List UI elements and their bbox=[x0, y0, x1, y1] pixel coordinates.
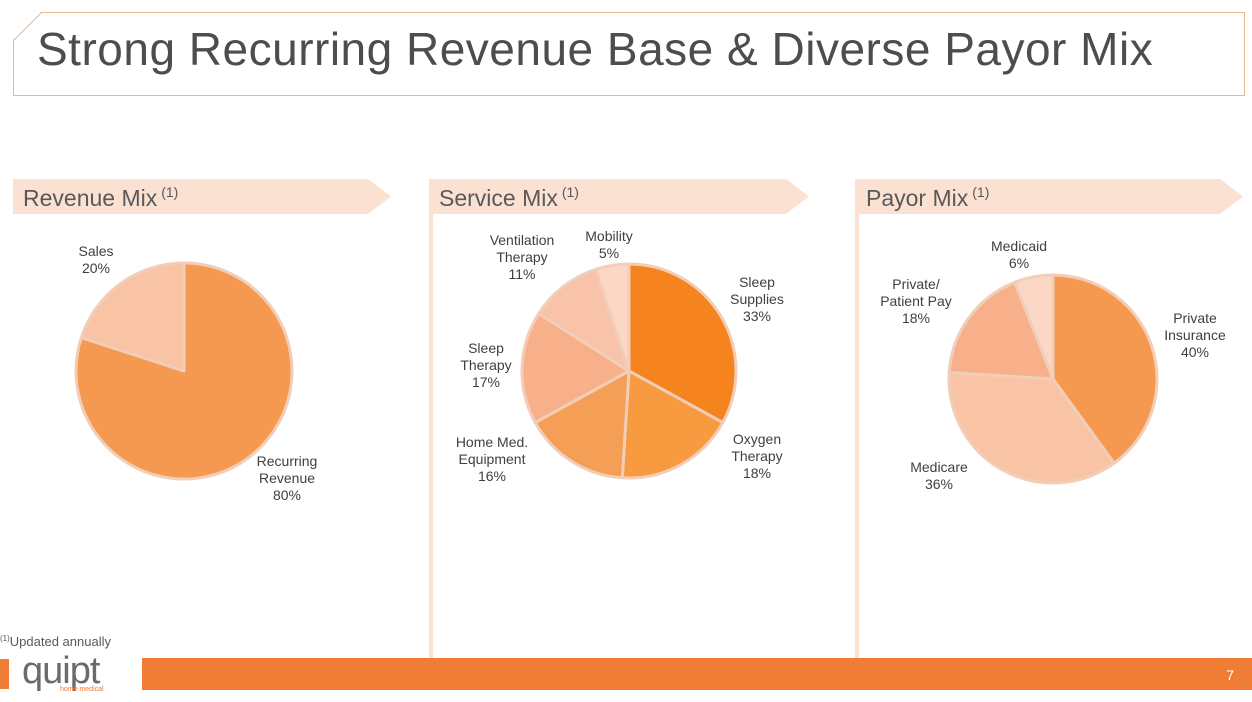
pie-label-private-insurance: Private Insurance 40% bbox=[1164, 310, 1226, 360]
column-divider-service bbox=[429, 180, 433, 660]
payor-mix-pie: Private Insurance 40% Medicare 36% Private/Pa… bbox=[880, 238, 1226, 492]
pie-slice-sales bbox=[79, 261, 186, 373]
title-corner-decoration bbox=[13, 12, 42, 41]
title-box bbox=[13, 12, 1245, 96]
revenue-mix-banner bbox=[13, 179, 391, 214]
pie-slice-sleep-therapy bbox=[520, 312, 631, 425]
pie-label-ventilation-therapy: Ventilation Therapy 11% bbox=[490, 232, 555, 282]
pie-label-recurring-revenue: Recurring Revenue 80% bbox=[257, 453, 318, 503]
pie-slice-private-patient-pay bbox=[947, 280, 1055, 381]
service-mix-banner bbox=[429, 179, 809, 214]
column-divider-payor bbox=[855, 180, 859, 660]
pie-slice-home-med-equipment bbox=[533, 369, 631, 480]
revenue-mix-heading: Revenue Mix (1) bbox=[23, 184, 179, 211]
pie-label-sales: Sales 20% bbox=[78, 243, 113, 276]
payor-mix-heading: Payor Mix (1) bbox=[866, 184, 990, 211]
pie-label-medicaid: Medicaid 6% bbox=[991, 238, 1047, 271]
pie-label-sleep-supplies: Sleep Supplies 33% bbox=[730, 274, 784, 324]
company-logo: quipt bbox=[22, 650, 100, 692]
pie-slice-mobility bbox=[594, 262, 631, 373]
pie-slice-recurring-revenue bbox=[74, 261, 294, 481]
pie-slice-sleep-supplies bbox=[627, 262, 738, 425]
pie-label-oxygen-therapy: Oxygen Therapy 18% bbox=[731, 431, 782, 481]
company-logo-subtext: home medical bbox=[60, 686, 104, 693]
pie-label-private-patient-pay: Private/Patient Pay 18% bbox=[880, 276, 952, 326]
pie-label-medicare: Medicare 36% bbox=[910, 459, 968, 492]
pie-label-mobility: Mobility 5% bbox=[585, 228, 632, 261]
page-number: 7 bbox=[1226, 667, 1234, 683]
pie-charts: Recurring Revenue 80% Sales 20% Sleep Supplie… bbox=[74, 228, 1226, 503]
logo-accent-bar bbox=[0, 659, 9, 689]
pie-slice-oxygen-therapy bbox=[620, 369, 725, 480]
pie-label-home-med-equipment: Home Med. Equipment 16% bbox=[456, 434, 528, 484]
service-mix-pie: Sleep Supplies 33% Oxygen Therapy 18% Home Med… bbox=[456, 228, 784, 484]
service-mix-heading: Service Mix (1) bbox=[439, 184, 579, 211]
footnote: (1)Updated annually bbox=[0, 634, 111, 649]
pie-slice-medicare bbox=[947, 370, 1116, 485]
pie-slice-private-insurance bbox=[1051, 273, 1159, 465]
footer-bar bbox=[142, 658, 1252, 690]
payor-mix-banner bbox=[855, 179, 1243, 214]
page-title: Strong Recurring Revenue Base & Diverse … bbox=[37, 23, 1154, 75]
pie-label-sleep-therapy: Sleep Therapy 17% bbox=[460, 340, 511, 390]
pie-slice-medicaid bbox=[1013, 273, 1055, 381]
revenue-mix-pie: Recurring Revenue 80% Sales 20% bbox=[74, 243, 318, 503]
